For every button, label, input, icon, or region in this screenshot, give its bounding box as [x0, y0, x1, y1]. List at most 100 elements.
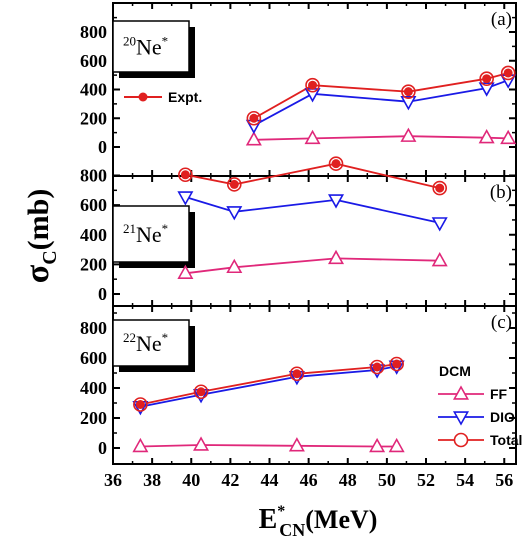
dio-line: [185, 196, 440, 224]
total-point: [305, 77, 320, 93]
expt-point: [308, 80, 318, 90]
nucleus-symbol: Ne: [136, 331, 162, 356]
total-point: [479, 71, 494, 87]
ff-point: [431, 252, 448, 267]
total-point: [193, 384, 209, 400]
total-line: [185, 162, 440, 189]
y-axis-subscript: C: [39, 250, 61, 264]
ff-line: [185, 257, 440, 275]
x-tick-label: 56: [495, 470, 513, 490]
nucleus-mass: 20: [123, 34, 136, 49]
ff-point: [226, 258, 243, 274]
legend-marker-ff: [452, 385, 470, 400]
ff-point: [328, 249, 345, 265]
y-tick-label: 0: [98, 438, 107, 458]
x-tick-label: 50: [378, 470, 396, 490]
dio-point: [431, 217, 448, 232]
expt-legend-marker: [138, 92, 148, 102]
dio-point: [226, 206, 243, 221]
x-axis-subscript: CN: [279, 520, 305, 539]
expt-point: [196, 387, 206, 397]
ff-point: [132, 437, 149, 453]
expt-point: [229, 179, 239, 189]
total-point: [133, 397, 148, 412]
y-tick-label: 0: [98, 137, 107, 157]
nucleus-mass: 22: [123, 330, 136, 345]
expt-legend: Expt.: [124, 89, 202, 105]
nucleus-star: *: [162, 330, 169, 345]
y-tick-label: 800: [80, 22, 107, 42]
y-tick-label: 200: [80, 408, 107, 428]
y-axis-symbol: σ: [19, 264, 56, 283]
dio-point: [328, 194, 345, 209]
legend-marker-total: [453, 432, 469, 448]
legend-label-total: Total: [490, 432, 522, 448]
total-point: [246, 110, 262, 126]
x-tick-label: 40: [182, 470, 200, 490]
expt-legend-label: Expt.: [168, 89, 202, 105]
ff-point: [193, 436, 210, 451]
y-tick-label: 400: [80, 80, 107, 100]
ff-point: [500, 129, 517, 145]
expt-point: [180, 170, 190, 180]
ff-point: [388, 437, 405, 453]
nucleus-mass: 21: [123, 221, 136, 236]
ff-line: [140, 444, 397, 448]
expt-point: [372, 362, 382, 372]
nucleus-symbol: Ne: [136, 35, 162, 60]
legend-title: DCM: [439, 363, 471, 379]
dio-point: [177, 191, 194, 206]
expt-point: [292, 369, 302, 379]
total-point: [289, 366, 305, 382]
ff-line: [253, 135, 509, 141]
y-tick-label: 800: [80, 318, 107, 338]
ff-point: [369, 437, 386, 453]
total-point: [328, 156, 344, 171]
dcm-legend: DCM FF DIO Total: [438, 363, 522, 448]
x-tick-label: 44: [261, 470, 279, 490]
nucleus-box: [112, 20, 190, 73]
total-point: [389, 356, 404, 372]
expt-point: [331, 159, 341, 169]
y-tick-label: 600: [80, 51, 107, 71]
x-axis-superscript: *: [277, 503, 285, 520]
total-line: [253, 72, 509, 120]
expt-point: [249, 113, 259, 123]
nucleus-label: 21Ne*: [123, 221, 168, 247]
y-tick-label: 0: [98, 284, 107, 304]
x-tick-label: 54: [456, 470, 474, 490]
panel-b: 0 200 400 600 800 (b) 21Ne*: [80, 156, 517, 307]
y-tick-label: 200: [80, 254, 107, 274]
panel-label: (b): [490, 182, 512, 203]
legend-label-dio: DIO: [490, 409, 515, 425]
total-point: [432, 180, 448, 196]
total-point: [178, 167, 193, 183]
total-point: [369, 359, 385, 375]
panel-a: 0 200 400 600 800 (a) 20Ne*: [80, 2, 517, 177]
x-tick-label: 36: [104, 470, 122, 490]
dio-line: [253, 79, 509, 127]
x-axis-symbol: E: [259, 504, 278, 535]
nucleus-label: 22Ne*: [123, 330, 168, 356]
y-tick-label: 400: [80, 225, 107, 245]
ff-point: [478, 129, 495, 144]
nucleus-star: *: [162, 34, 169, 49]
legend-marker-dio: [452, 411, 470, 426]
y-tick-label: 600: [80, 195, 107, 215]
ff-point: [245, 131, 262, 146]
expt-point: [503, 68, 513, 78]
x-tick-label: 46: [300, 470, 318, 490]
total-point: [226, 177, 242, 192]
panel-label: (c): [491, 312, 512, 333]
ff-point: [400, 127, 417, 142]
x-tick-label: 48: [339, 470, 357, 490]
y-tick-label: 400: [80, 378, 107, 398]
expt-point: [403, 87, 413, 97]
nucleus-star: *: [162, 221, 169, 236]
expt-point: [135, 400, 145, 409]
x-tick-label: 52: [417, 470, 435, 490]
x-tick-label: 42: [221, 470, 239, 490]
y-tick-label: 600: [80, 348, 107, 368]
x-axis-title: E* CN(MeV): [259, 503, 378, 539]
